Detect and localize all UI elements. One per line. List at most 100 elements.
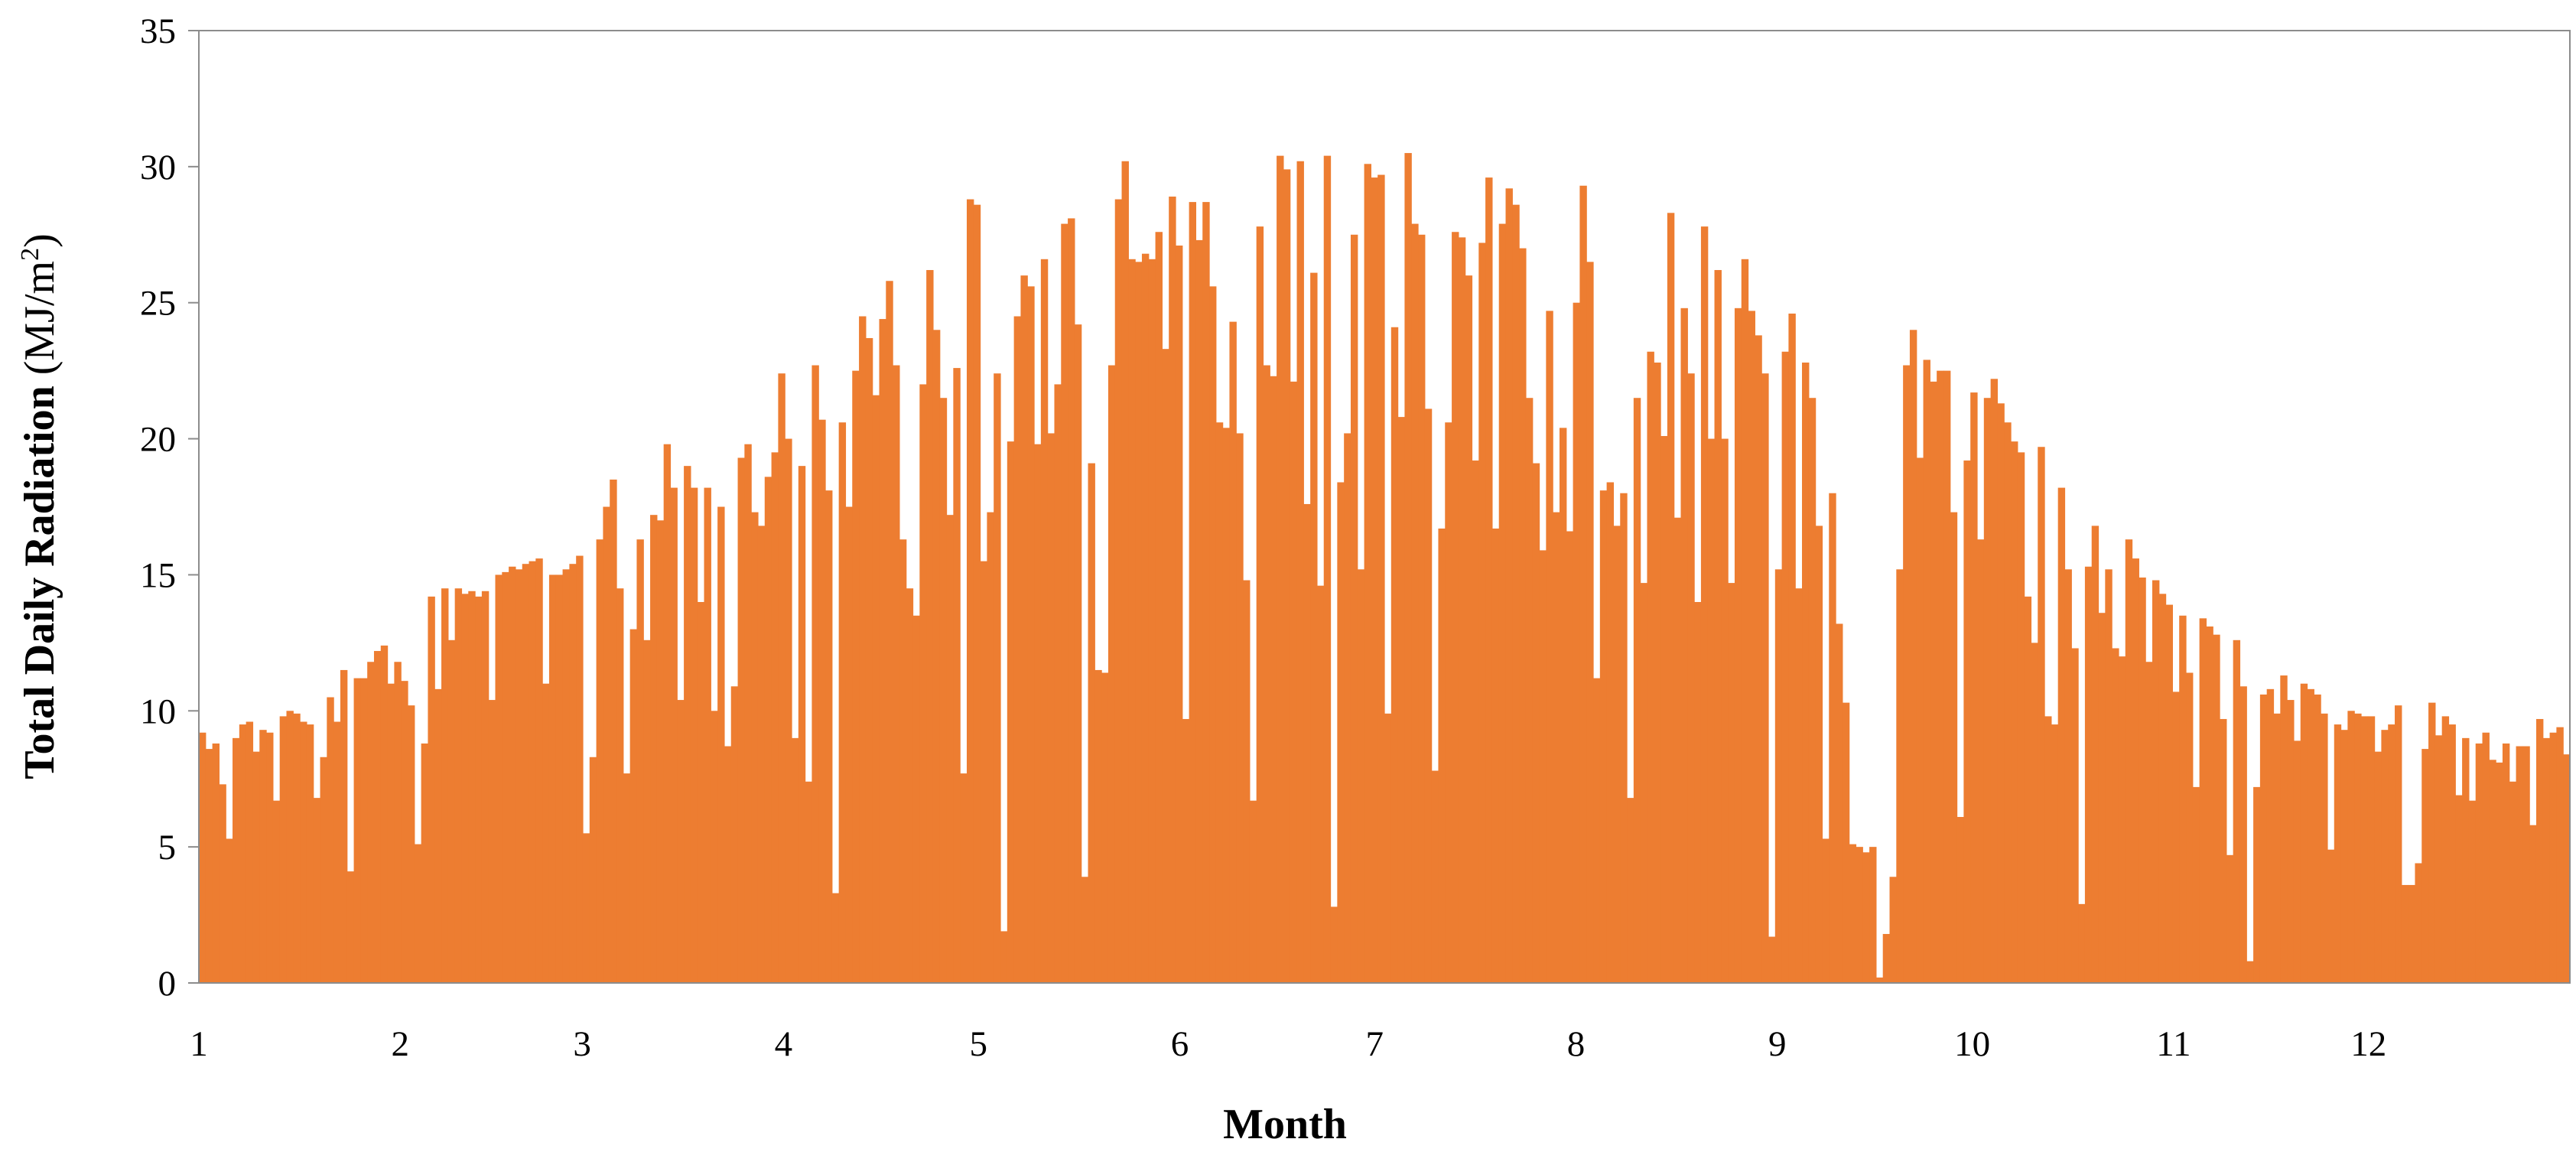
bar (1869, 847, 1876, 983)
bar (320, 757, 327, 983)
bar (1822, 838, 1829, 983)
bar (1876, 978, 1883, 983)
bar (2246, 962, 2253, 983)
bar (1337, 482, 1344, 983)
bar (1351, 235, 1358, 983)
bar (509, 567, 516, 983)
bar (744, 444, 751, 983)
bar (1162, 349, 1169, 983)
bar (2395, 705, 2402, 983)
bar (535, 558, 542, 983)
bar (684, 466, 691, 983)
bar (1189, 202, 1196, 983)
bar (1485, 177, 1492, 983)
bar (1310, 273, 1317, 983)
y-tick-label: 5 (158, 828, 177, 867)
bar (711, 711, 717, 983)
bar (1020, 275, 1027, 983)
bar (1223, 428, 1230, 983)
bar (206, 749, 213, 983)
bar (2321, 714, 2327, 983)
bar (2308, 689, 2314, 983)
y-tick-label: 0 (158, 964, 177, 1004)
y-tick-label: 25 (140, 284, 176, 324)
bar (354, 679, 361, 983)
bar (2239, 686, 2246, 983)
bar (1519, 249, 1526, 983)
bar (981, 561, 987, 983)
bar (1465, 275, 1472, 983)
bar (347, 871, 354, 983)
bar (1566, 532, 1573, 983)
x-tick-label: 7 (1366, 1024, 1384, 1064)
bar (2294, 740, 2301, 983)
bar (2327, 850, 2334, 983)
bar (2004, 422, 2011, 983)
x-tick-label: 9 (1768, 1024, 1787, 1064)
bar (1236, 433, 1243, 983)
bar (1331, 906, 1338, 983)
bar (333, 722, 340, 983)
bar (1613, 526, 1620, 983)
bar (1560, 428, 1566, 983)
x-tick-label: 2 (392, 1024, 410, 1064)
bar (2341, 730, 2348, 983)
bar (805, 782, 812, 983)
bar (1627, 798, 1634, 983)
bar (1358, 569, 1364, 983)
y-tick-label: 20 (140, 420, 176, 460)
bar (886, 281, 893, 983)
bar (252, 752, 259, 983)
bar (1034, 444, 1041, 983)
bar (913, 616, 920, 983)
bar (1816, 526, 1823, 983)
bar (751, 513, 758, 983)
bar (1014, 317, 1021, 984)
bar (502, 572, 509, 983)
bar (866, 338, 873, 983)
bar (664, 444, 671, 983)
x-axis-title: Month (1223, 1101, 1347, 1148)
bar (2402, 885, 2408, 983)
bar (2051, 724, 2058, 983)
bar (1829, 493, 1836, 983)
bar (1660, 436, 1667, 983)
bar (1027, 286, 1034, 983)
bar (1715, 270, 1722, 983)
bar (1135, 262, 1142, 983)
bar (496, 574, 503, 983)
bar (859, 317, 866, 984)
bar (1054, 384, 1061, 983)
bar (286, 711, 293, 983)
bar (529, 561, 536, 983)
bar (873, 395, 880, 983)
bar (953, 368, 960, 983)
bar (266, 733, 273, 983)
bar (1094, 670, 1101, 983)
bar (2388, 724, 2395, 983)
bar (1404, 153, 1411, 983)
bar (2314, 695, 2321, 983)
bar (1943, 371, 1950, 983)
bar (2126, 539, 2132, 983)
bar (2078, 904, 2085, 983)
bar (845, 507, 852, 984)
bar (1735, 308, 1742, 983)
bar (367, 662, 374, 983)
bar (1890, 877, 1897, 983)
bar (798, 466, 805, 983)
bar (1930, 382, 1937, 983)
y-axis-title-unit-close: ) (16, 233, 63, 248)
bar (698, 602, 704, 983)
bar (1701, 226, 1708, 983)
bar (1169, 197, 1176, 983)
bar (1620, 493, 1627, 983)
bar (1048, 433, 1055, 983)
bar (246, 722, 253, 983)
bar (1997, 403, 2004, 983)
bar (906, 588, 913, 983)
bar (933, 330, 940, 983)
bar (2503, 744, 2509, 983)
bar (2536, 719, 2543, 983)
bar (394, 662, 401, 983)
